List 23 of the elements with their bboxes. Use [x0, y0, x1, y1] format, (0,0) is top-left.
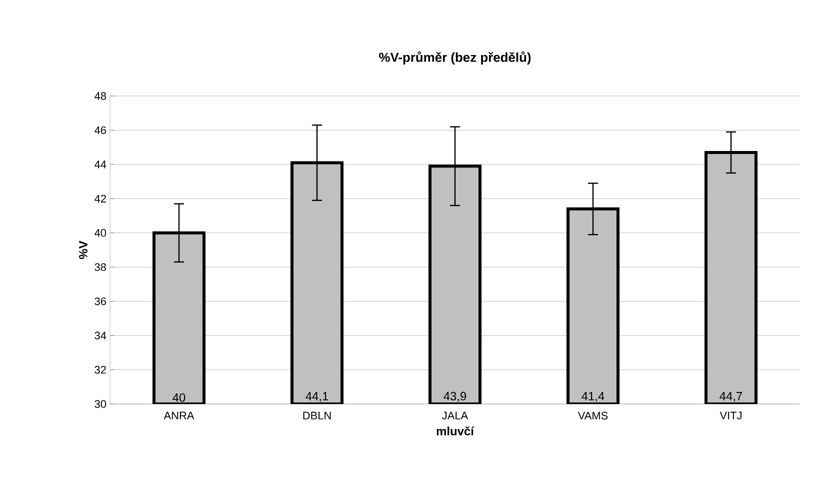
y-axis-title: %V [79, 240, 88, 260]
x-tick-label: VITJ [720, 412, 742, 420]
data-label: 40 [172, 393, 186, 402]
data-label: 44,1 [306, 392, 328, 402]
y-tick-label: 44 [94, 160, 106, 168]
x-tick-label: JALA [442, 412, 468, 420]
y-tick-label: 34 [94, 332, 106, 340]
x-tick-label: DBLN [303, 412, 331, 420]
x-axis-title: mluvčí [436, 426, 474, 436]
y-tick-label: 46 [94, 126, 106, 134]
y-tick-label: 48 [94, 92, 106, 100]
chart-title: %V-průměr (bez předělů) [379, 51, 531, 64]
data-label: 43,9 [444, 392, 466, 402]
y-tick-label: 42 [94, 194, 106, 202]
y-tick-label: 30 [94, 400, 106, 408]
y-tick-label: 40 [94, 229, 106, 237]
data-label: 41,4 [582, 392, 604, 402]
y-tick-label: 36 [94, 297, 106, 306]
y-tick-label: 32 [94, 366, 106, 374]
y-tick-label: 38 [94, 263, 106, 271]
x-tick-label: VAMS [578, 412, 608, 420]
data-label: 44,7 [720, 392, 742, 402]
x-tick-label: ANRA [164, 412, 194, 420]
